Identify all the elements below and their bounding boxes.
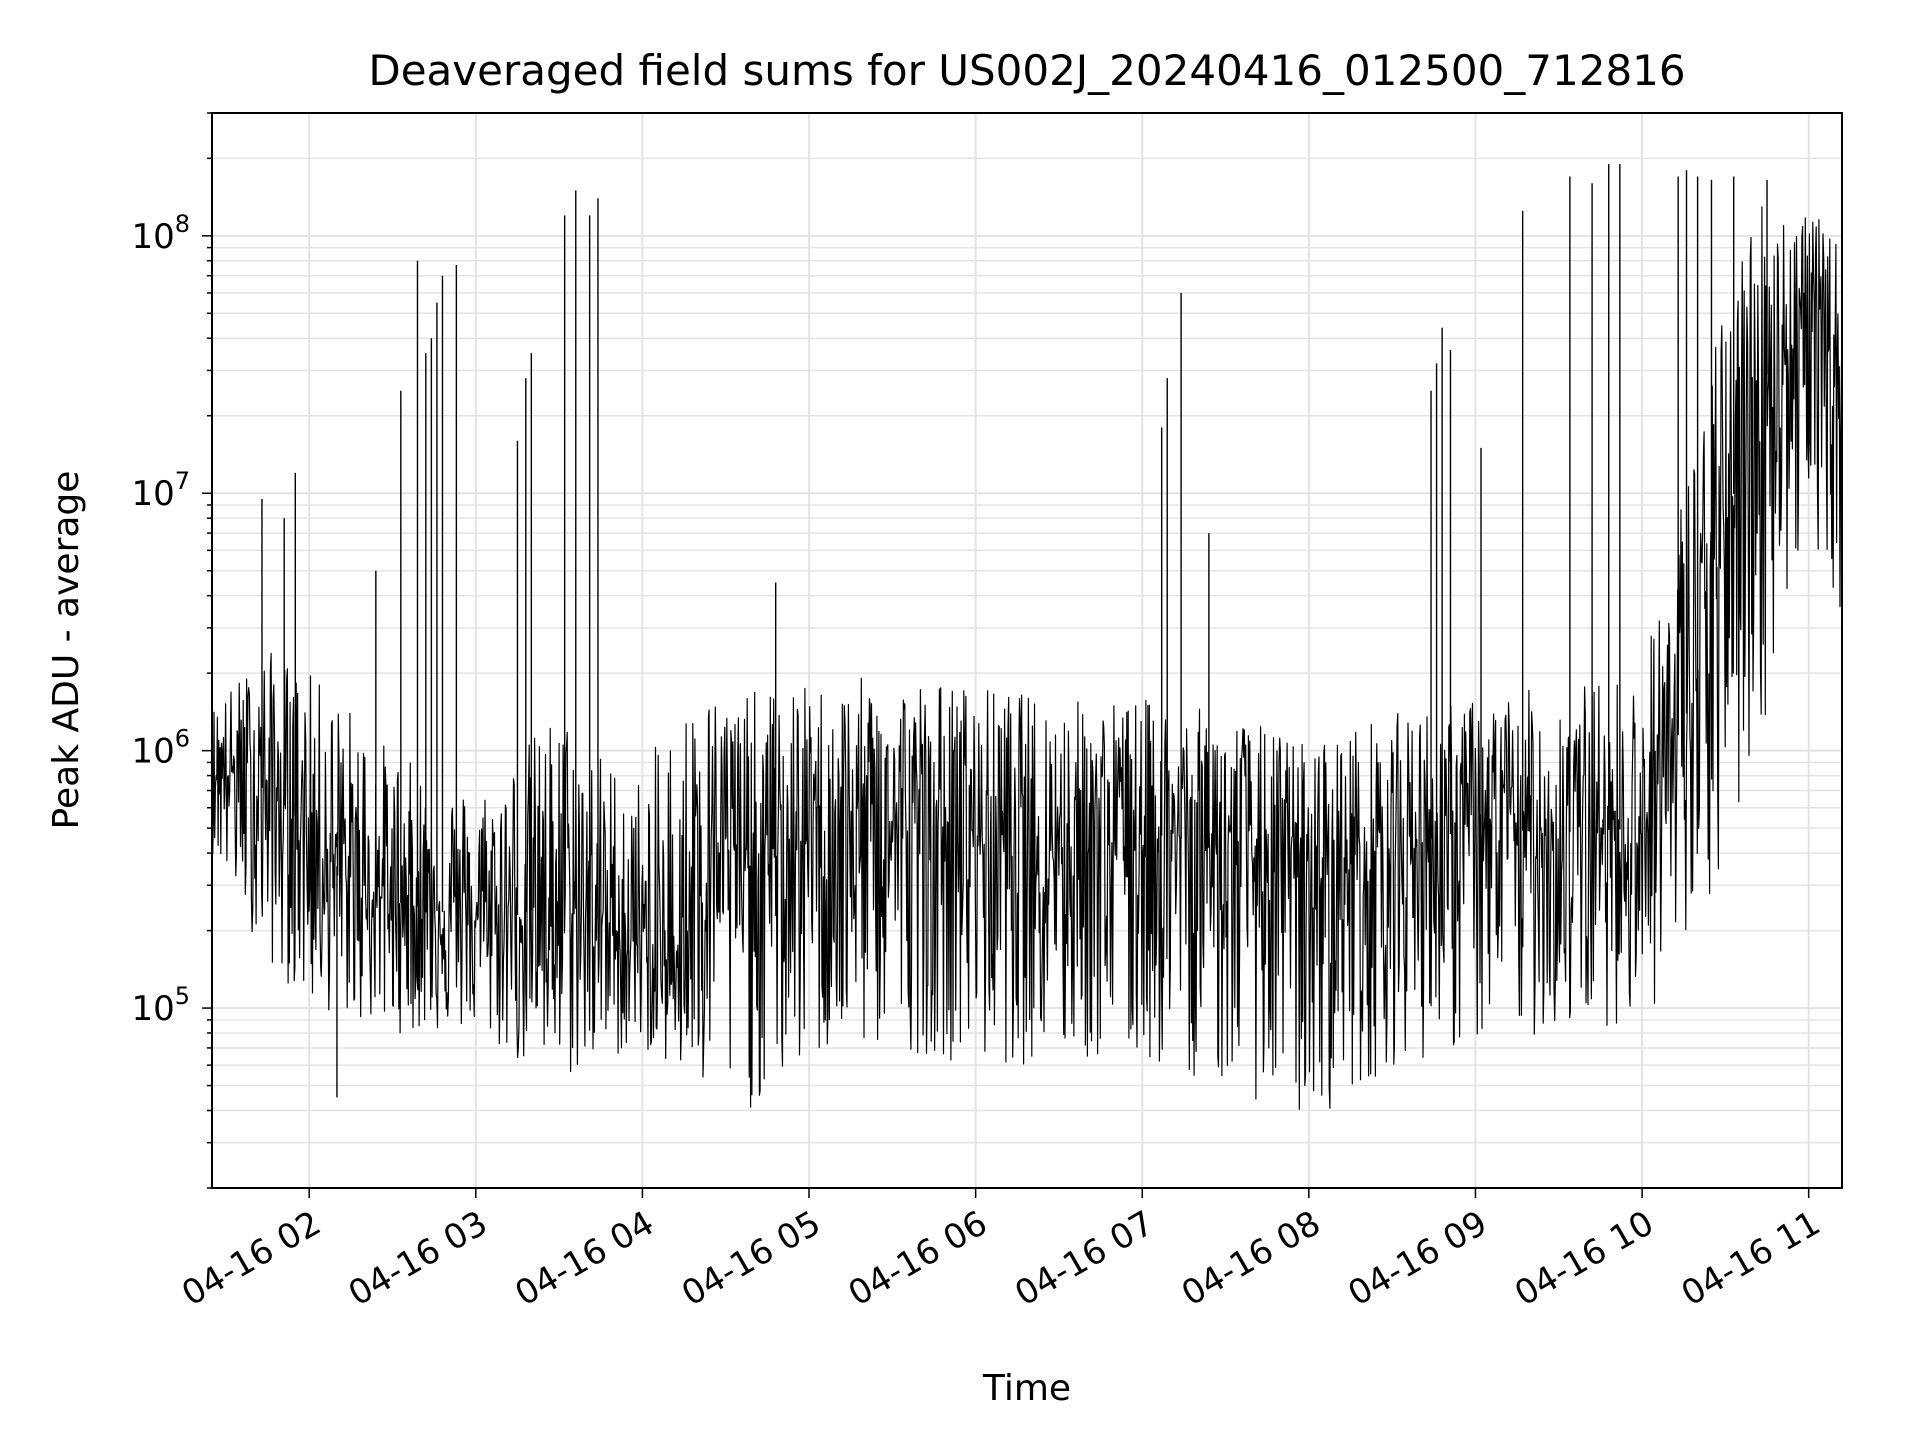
y-axis-label: Peak ADU - average — [46, 471, 87, 830]
y-tick-label-exponent: 7 — [175, 467, 190, 495]
y-tick-label: 108 — [131, 210, 190, 257]
plot-area — [212, 164, 1842, 1110]
y-tick-label: 106 — [131, 725, 190, 772]
y-tick-label-base: 10 — [131, 989, 174, 1029]
y-tick-label: 107 — [131, 467, 190, 514]
y-tick-label-exponent: 8 — [175, 210, 190, 238]
y-tick-label-base: 10 — [131, 474, 174, 514]
y-tick-label-exponent: 5 — [175, 982, 190, 1010]
series-line-group — [212, 164, 1842, 1110]
plot-frame — [211, 112, 1843, 1189]
y-tick-label: 105 — [131, 982, 190, 1029]
x-axis-label: Time — [982, 1368, 1071, 1409]
chart-title: Deaveraged field sums for US002J_2024041… — [368, 46, 1685, 95]
y-tick-label-base: 10 — [131, 217, 174, 257]
y-tick-label-exponent: 6 — [175, 725, 190, 753]
y-tick-label-base: 10 — [131, 732, 174, 772]
series-line — [212, 206, 1842, 1110]
